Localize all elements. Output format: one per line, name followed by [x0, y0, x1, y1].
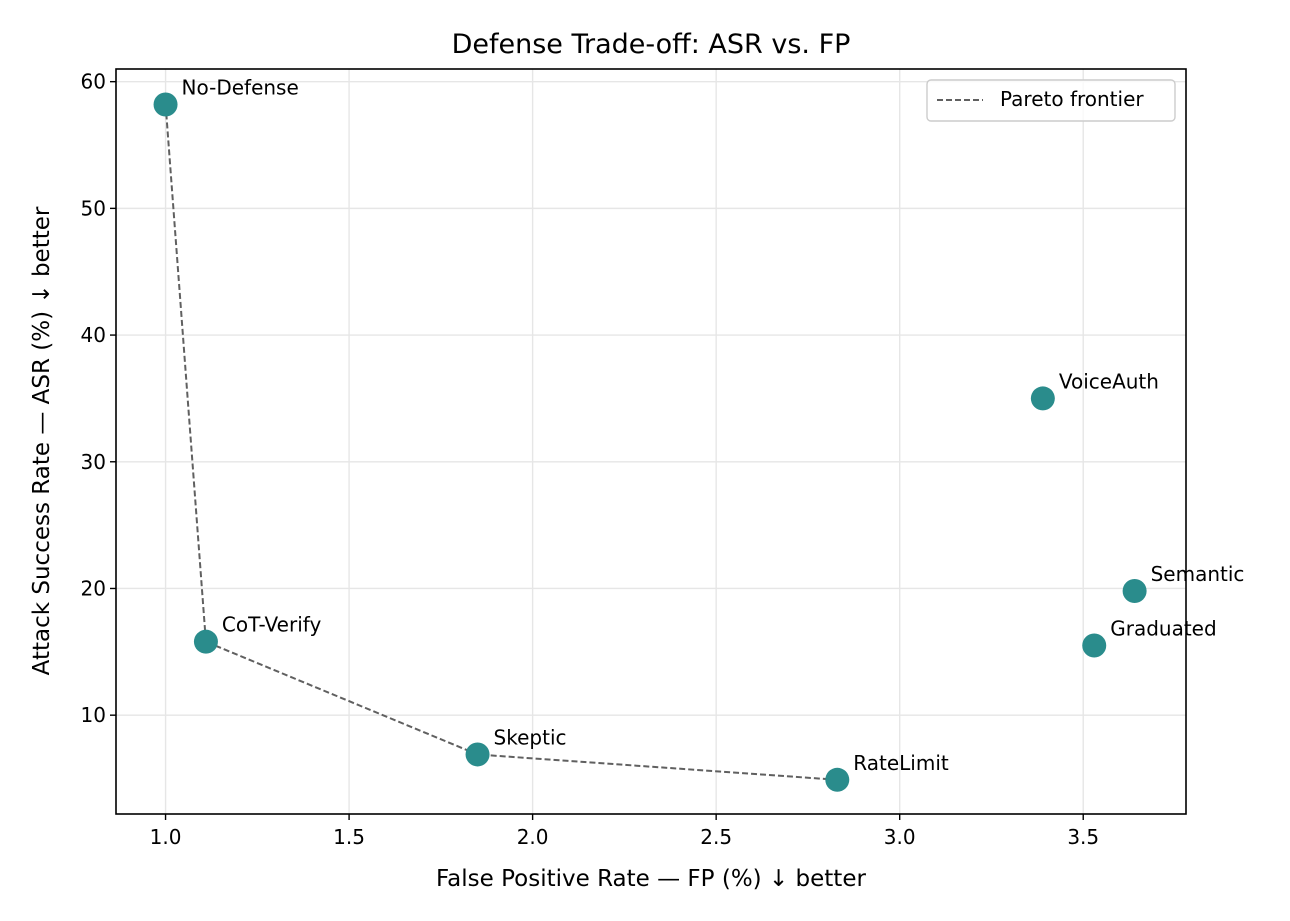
- pareto-frontier: [164, 104, 838, 781]
- y-axis-ticks: 10 20 30 40 50 60: [81, 70, 116, 727]
- legend-label-pareto-frontier: Pareto frontier: [1000, 87, 1144, 111]
- y-tick-label: 50: [81, 196, 106, 220]
- data-point-label: Semantic: [1151, 562, 1245, 586]
- y-tick-label: 60: [81, 70, 106, 94]
- data-point: [825, 767, 850, 792]
- data-point: [1082, 633, 1107, 658]
- data-point: [1030, 386, 1055, 411]
- chart-title: Defense Trade-off: ASR vs. FP: [452, 29, 851, 60]
- x-axis-ticks: 1.0 1.5 2.0 2.5 3.0 3.5: [150, 814, 1099, 849]
- data-point: [465, 742, 490, 767]
- x-axis-label: False Positive Rate — FP (%) ↓ better: [436, 866, 866, 892]
- data-point: [1122, 579, 1147, 604]
- data-point-label: Graduated: [1110, 616, 1216, 640]
- x-tick-label: 2.5: [700, 825, 732, 849]
- data-points: [153, 92, 1147, 792]
- point-labels: No-Defense CoT-Verify Skeptic RateLimit Voic…: [182, 75, 1245, 774]
- y-tick-label: 40: [81, 323, 106, 347]
- grid: [116, 69, 1186, 814]
- data-point-label: VoiceAuth: [1059, 369, 1159, 393]
- data-point: [153, 92, 178, 117]
- legend-box: [926, 79, 1176, 122]
- data-point-label: Skeptic: [494, 725, 567, 749]
- x-tick-label: 2.0: [517, 825, 549, 849]
- legend: Pareto frontier: [926, 79, 1176, 122]
- data-point: [193, 629, 218, 654]
- y-tick-label: 20: [81, 576, 106, 600]
- y-tick-label: 30: [81, 450, 106, 474]
- data-point-label: CoT-Verify: [222, 613, 322, 637]
- y-axis-label: Attack Success Rate — ASR (%) ↓ better: [29, 206, 55, 675]
- x-tick-label: 1.0: [150, 825, 182, 849]
- pareto-frontier-line: [164, 104, 838, 781]
- data-point-label: No-Defense: [182, 75, 299, 99]
- plot-frame: [115, 68, 1187, 815]
- x-tick-label: 3.0: [884, 825, 916, 849]
- y-tick-label: 10: [81, 703, 106, 727]
- data-point-label: RateLimit: [853, 751, 949, 775]
- x-tick-label: 3.5: [1067, 825, 1099, 849]
- x-tick-label: 1.5: [333, 825, 365, 849]
